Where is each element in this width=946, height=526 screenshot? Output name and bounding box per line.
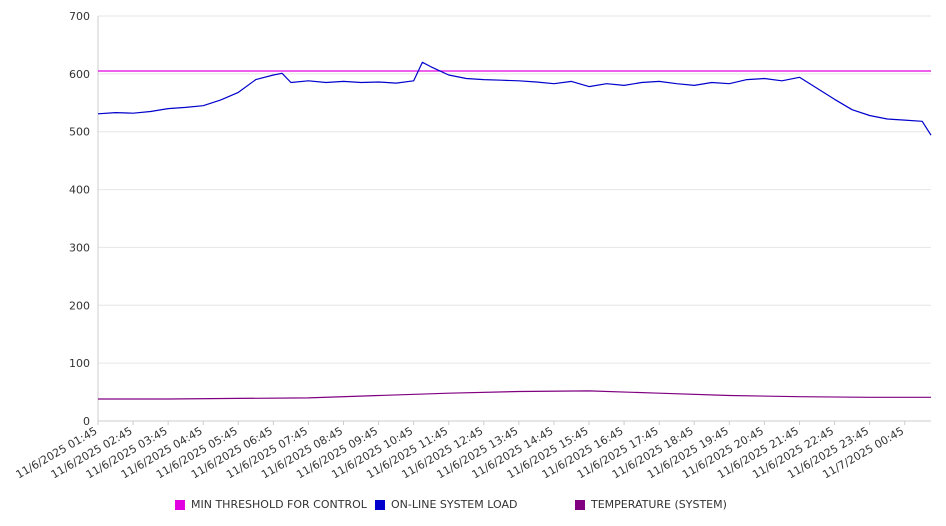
legend-swatch-temperature (575, 499, 585, 510)
legend-swatch-online-load (375, 499, 385, 510)
y-tick-label: 400 (69, 184, 90, 197)
legend-item-online-load: ON-LINE SYSTEM LOAD (375, 498, 517, 511)
y-tick-label: 500 (69, 126, 90, 139)
y-tick-label: 600 (69, 68, 90, 81)
legend-item-temperature: TEMPERATURE (SYSTEM) (575, 498, 727, 511)
legend-label-min-threshold: MIN THRESHOLD FOR CONTROL (191, 498, 367, 511)
y-tick-label: 700 (69, 10, 90, 23)
series-line-online-load (97, 61, 932, 136)
legend-item-min-threshold: MIN THRESHOLD FOR CONTROL (175, 498, 367, 511)
y-tick-label: 0 (83, 415, 90, 428)
legend-swatch-min-threshold (175, 499, 185, 510)
y-tick-label: 200 (69, 299, 90, 312)
y-tick-label: 100 (69, 357, 90, 370)
series-line-temperature (98, 390, 931, 400)
legend-label-online-load: ON-LINE SYSTEM LOAD (391, 498, 518, 511)
y-tick-label: 300 (69, 241, 90, 254)
legend-label-temperature: TEMPERATURE (SYSTEM) (591, 498, 727, 511)
